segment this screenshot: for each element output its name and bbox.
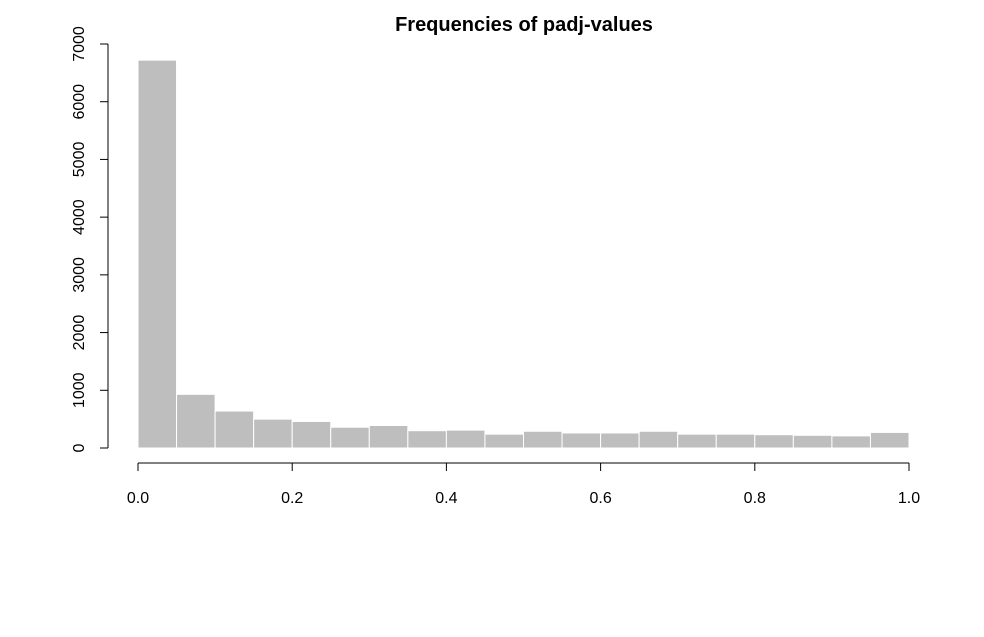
x-tick-label: 0.6	[589, 490, 611, 507]
y-tick-label: 1000	[71, 372, 88, 408]
histogram-bar	[523, 430, 563, 449]
histogram-bar	[253, 418, 293, 449]
histogram-bar	[754, 434, 794, 449]
histogram-bar	[368, 424, 409, 449]
x-tick-label: 0.4	[435, 490, 457, 507]
y-tick-label: 7000	[71, 26, 88, 62]
histogram-bar	[484, 433, 525, 449]
histogram-bar	[677, 433, 717, 449]
y-tick-label: 6000	[71, 84, 88, 120]
histogram-bar	[214, 410, 255, 449]
x-tick-label: 0.2	[281, 490, 303, 507]
histogram-bar	[407, 430, 447, 449]
y-tick-label: 4000	[71, 199, 88, 235]
y-tick-label: 0	[71, 443, 88, 452]
histogram-bar	[869, 431, 910, 449]
y-tick-label: 3000	[71, 257, 88, 293]
histogram-bar	[561, 432, 602, 449]
x-tick-label: 0.0	[127, 490, 149, 507]
chart-title: Frequencies of padj-values	[395, 14, 653, 36]
histogram-bar	[330, 426, 370, 449]
x-tick-label: 0.8	[744, 490, 766, 507]
histogram-bar	[291, 420, 332, 449]
histogram-bar	[600, 432, 640, 449]
y-tick-label: 5000	[71, 142, 88, 178]
y-axis: 0 1000 2000 3000 4000 5000 6000 7000	[71, 26, 109, 452]
x-tick-label: 1.0	[898, 490, 920, 507]
histogram-bar	[638, 430, 679, 449]
x-axis: 0.0 0.2 0.4 0.6 0.8 1.0	[127, 462, 920, 507]
histogram-bar	[137, 59, 178, 449]
histogram-bar	[715, 433, 756, 449]
bars-group	[137, 59, 910, 449]
histogram-bar	[176, 393, 216, 449]
histogram-bar	[792, 434, 833, 449]
histogram-bar	[445, 429, 486, 449]
y-tick-label: 2000	[71, 315, 88, 351]
histogram-bar	[831, 435, 871, 449]
